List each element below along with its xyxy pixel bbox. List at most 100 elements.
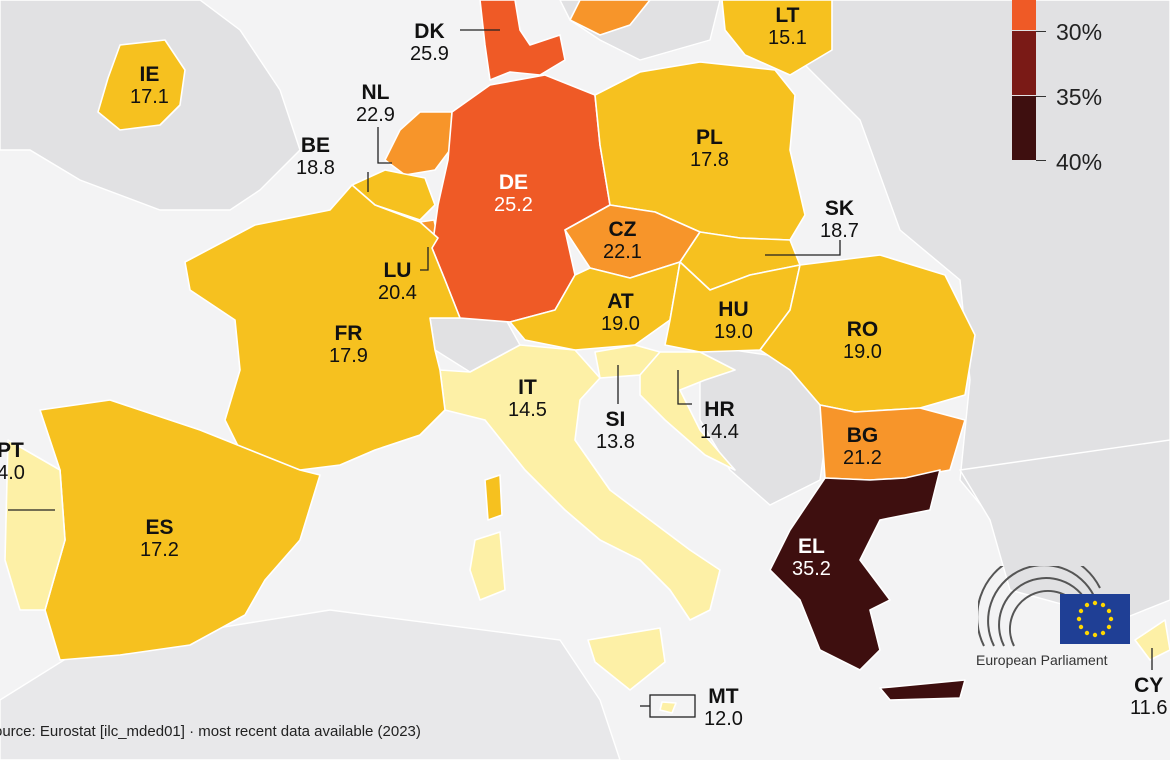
hemicycle-arc-3 (998, 577, 1089, 647)
label-de-value: 25.2 (494, 194, 533, 216)
label-hr: HR 14.4 (700, 399, 739, 442)
label-nl: NL 22.9 (356, 82, 395, 125)
country-sardinia[interactable] (469, 531, 506, 601)
label-it-value: 14.5 (508, 399, 547, 421)
label-lt-code: LT (775, 4, 800, 27)
label-ro: RO 19.0 (843, 319, 882, 362)
legend-tick-line-35 (1036, 96, 1046, 97)
label-si-value: 13.8 (596, 431, 635, 453)
label-fr-value: 17.9 (329, 345, 368, 367)
country-fr[interactable] (184, 184, 461, 471)
label-mt-code: MT (708, 685, 739, 708)
label-lt: LT 15.1 (768, 5, 807, 48)
leader-nl (377, 127, 392, 164)
label-es-code: ES (145, 516, 174, 539)
legend-tick-30: 30% (1056, 19, 1103, 45)
leader-sk (765, 240, 841, 256)
european-parliament-name: European Parliament (976, 652, 1108, 668)
label-ie-code: IE (139, 63, 160, 86)
label-at-value: 19.0 (601, 313, 640, 335)
label-si-code: SI (605, 408, 626, 431)
legend-tick-line-40 (1036, 160, 1046, 161)
label-at-code: AT (607, 290, 634, 313)
label-si: SI 13.8 (596, 409, 635, 452)
label-pt-value: 14.0 (0, 462, 25, 484)
country-nl[interactable] (384, 111, 453, 176)
label-el-value: 35.2 (792, 558, 831, 580)
country-hr[interactable] (639, 351, 736, 471)
source-note: ource: Eurostat [ilc_mded01] · most rece… (0, 723, 421, 740)
country-ie[interactable] (97, 39, 186, 131)
label-hu-value: 19.0 (714, 321, 753, 343)
label-pt-code: PT (0, 439, 24, 462)
country-corsica[interactable] (484, 474, 503, 521)
label-el-code: EL (798, 535, 825, 558)
country-bg[interactable] (819, 404, 966, 481)
label-pt: PT14.0 (0, 440, 25, 483)
label-be-code: BE (300, 134, 331, 157)
european-parliament-logo (978, 566, 1130, 647)
country-mt[interactable] (659, 701, 677, 714)
label-hr-code: HR (704, 398, 735, 421)
label-fr-code: FR (334, 322, 363, 345)
label-mt-value: 12.0 (704, 708, 743, 730)
label-dk-code: DK (414, 20, 445, 43)
label-ro-value: 19.0 (843, 341, 882, 363)
label-es: ES 17.2 (140, 517, 179, 560)
eu-stars-icon (1076, 600, 1114, 638)
country-sicily[interactable] (587, 627, 666, 691)
label-de-code: DE (498, 171, 529, 194)
label-it-code: IT (518, 376, 537, 399)
label-be-value: 18.8 (296, 157, 335, 179)
country-crete[interactable] (879, 679, 966, 701)
legend-bar-30 (1012, 0, 1036, 30)
country-it[interactable] (439, 344, 721, 621)
country-ro[interactable] (759, 254, 976, 413)
label-cz-value: 22.1 (603, 241, 642, 263)
leader-lu (420, 247, 429, 271)
leader-hr (677, 370, 692, 405)
land-east (799, 0, 1170, 601)
label-ie-value: 17.1 (130, 86, 169, 108)
label-nl-value: 22.9 (356, 104, 395, 126)
label-lu: LU 20.4 (378, 260, 417, 303)
country-lt[interactable] (721, 0, 833, 76)
country-cy[interactable] (1134, 619, 1170, 661)
label-fr: FR 17.9 (329, 323, 368, 366)
legend-tick-35: 35% (1056, 84, 1103, 110)
label-cy-value: 11.6 (1130, 697, 1168, 719)
country-se[interactable] (569, 0, 651, 36)
label-es-value: 17.2 (140, 539, 179, 561)
label-dk-value: 25.9 (410, 43, 449, 65)
label-cy: CY 11.6 (1130, 675, 1167, 718)
hemicycle-arc-2 (987, 566, 1095, 647)
label-nl-code: NL (361, 81, 390, 104)
label-hu: HU 19.0 (714, 299, 753, 342)
legend-bar-35 (1012, 31, 1036, 95)
label-pl: PL 17.8 (690, 127, 729, 170)
label-pl-code: PL (696, 126, 723, 149)
label-bg-code: BG (846, 424, 879, 447)
label-cz-code: CZ (608, 218, 637, 241)
label-de: DE 25.2 (494, 172, 533, 215)
label-lu-value: 20.4 (378, 282, 417, 304)
label-ie: IE 17.1 (130, 64, 169, 107)
legend-bar-40 (1012, 96, 1036, 160)
label-it: IT 14.5 (508, 377, 547, 420)
country-dk[interactable] (479, 0, 566, 81)
label-cy-code: CY (1134, 674, 1164, 697)
label-ro-code: RO (846, 318, 879, 341)
label-pl-value: 17.8 (690, 149, 729, 171)
label-be: BE 18.8 (296, 135, 335, 178)
label-mt: MT 12.0 (704, 686, 743, 729)
label-cz: CZ 22.1 (603, 219, 642, 262)
label-el: EL 35.2 (792, 536, 831, 579)
label-hr-value: 14.4 (700, 421, 739, 443)
country-pt[interactable] (4, 439, 66, 611)
country-el[interactable] (769, 469, 941, 671)
legend-tick-line-30 (1036, 31, 1046, 32)
label-sk-code: SK (824, 197, 855, 220)
legend-tick-40: 40% (1056, 149, 1103, 175)
